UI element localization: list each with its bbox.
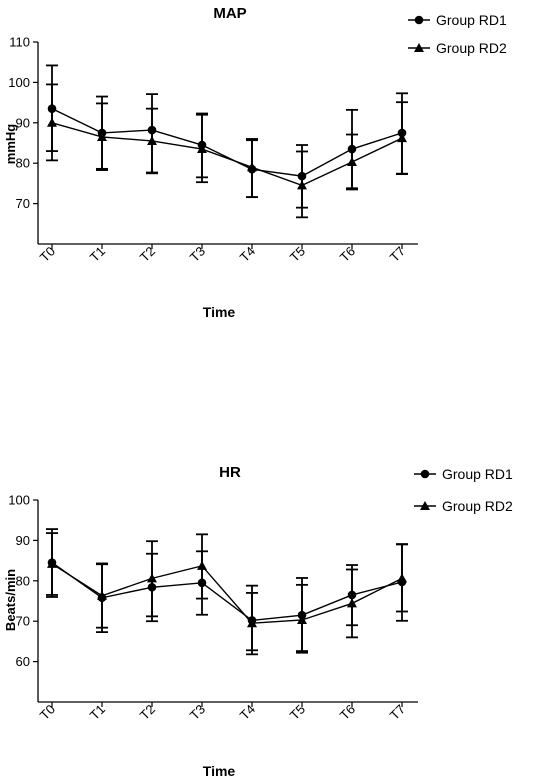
x-tick-label: T5 [287, 702, 308, 723]
y-tick-label: 80 [16, 573, 30, 588]
x-tick-label: T4 [237, 702, 258, 723]
y-tick-label: 100 [8, 75, 30, 90]
series-line [51, 108, 403, 177]
legend-marker-circle [414, 15, 424, 25]
x-tick-label: T7 [387, 244, 408, 265]
series-line [51, 562, 403, 622]
data-point-triangle [297, 614, 307, 624]
x-axis-label: Time [203, 304, 236, 320]
data-point-triangle [197, 144, 207, 154]
data-point-triangle [97, 590, 107, 600]
data-point-triangle [197, 560, 207, 570]
x-tick-label: T2 [137, 244, 158, 265]
y-tick-label: 70 [16, 196, 30, 211]
data-point-triangle [397, 573, 407, 583]
x-tick-label: T4 [237, 244, 258, 265]
series-line [51, 122, 403, 187]
x-axis-label: Time [203, 763, 236, 779]
data-point-triangle [347, 598, 357, 608]
legend-marker-triangle [420, 501, 430, 510]
data-point-triangle [397, 133, 407, 143]
data-point-triangle [247, 162, 257, 172]
data-point-triangle [47, 558, 57, 568]
x-tick-label: T6 [337, 244, 358, 265]
x-tick-label: T6 [337, 702, 358, 723]
legend-label: Group RD2 [436, 40, 507, 56]
legend-label: Group RD1 [436, 12, 507, 28]
data-point-triangle [97, 131, 107, 141]
y-tick-label: 70 [16, 614, 30, 629]
x-tick-label: T3 [187, 244, 208, 265]
data-point-triangle [47, 117, 57, 127]
y-tick-label: 80 [16, 156, 30, 171]
x-tick-label: T3 [187, 702, 208, 723]
x-tick-label: T7 [387, 702, 408, 723]
series-triangle-hr [46, 532, 408, 652]
series-line [51, 563, 403, 624]
series-triangle-map [46, 83, 408, 219]
x-tick-label: T0 [37, 244, 58, 265]
data-point-triangle [247, 618, 257, 628]
x-tick-label: T1 [87, 244, 108, 265]
y-axis-label: mmHg [3, 124, 18, 165]
data-point-triangle [147, 573, 157, 583]
y-tick-label: 100 [8, 493, 30, 508]
y-tick-label: 90 [16, 533, 30, 548]
legend-marker-circle [420, 469, 430, 479]
legend-label: Group RD1 [442, 466, 513, 482]
x-tick-label: T2 [137, 702, 158, 723]
data-point-triangle [347, 156, 357, 166]
y-tick-label: 90 [16, 115, 30, 130]
data-point-triangle [297, 180, 307, 190]
data-point-triangle [147, 135, 157, 145]
chart-title: HR [219, 464, 241, 481]
y-tick-label: 60 [16, 654, 30, 669]
x-tick-label: T1 [87, 702, 108, 723]
legend-marker-triangle [414, 43, 424, 52]
legend-label: Group RD2 [442, 498, 513, 514]
series-circle-hr [46, 528, 408, 656]
y-axis-label: Beats/min [3, 569, 18, 631]
y-tick-label: 110 [9, 35, 30, 50]
x-tick-label: T0 [37, 702, 58, 723]
chart-title: MAP [213, 5, 246, 22]
x-tick-label: T5 [287, 244, 308, 265]
